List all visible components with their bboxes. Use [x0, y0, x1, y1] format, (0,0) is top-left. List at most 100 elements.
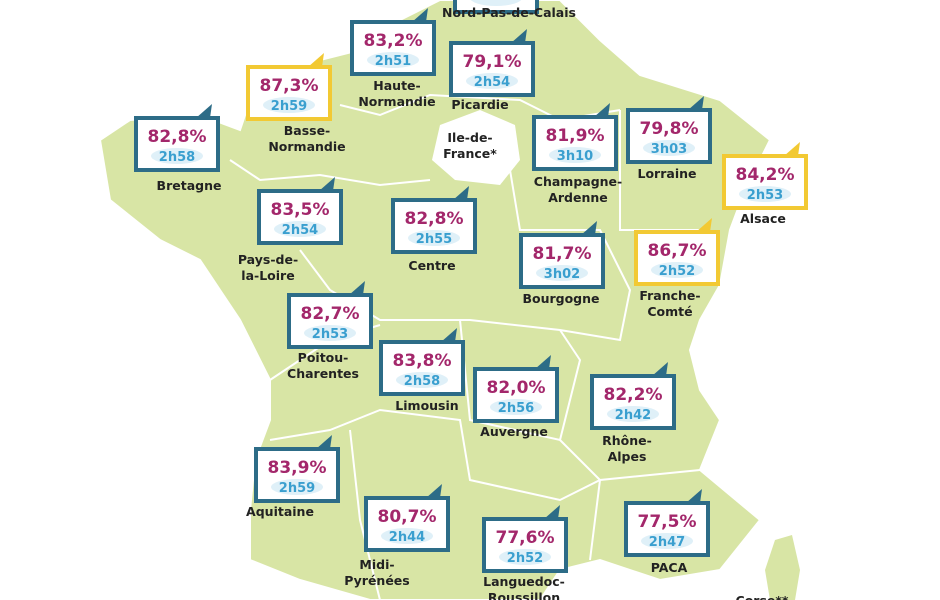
cloud: [271, 479, 323, 495]
region-name: PACA: [651, 560, 688, 575]
region-name: Centre: [408, 258, 455, 273]
cloud: [304, 325, 356, 341]
time: 2h51: [375, 54, 411, 69]
region: 79,1% 2h54 Picardie: [449, 29, 535, 112]
time: 2h52: [659, 264, 695, 279]
region-name: Comté: [647, 304, 692, 319]
region-name: Ile-de-: [447, 130, 492, 145]
time: 2h52: [507, 551, 543, 566]
region: 81,7% 3h02 Bourgogne: [519, 221, 605, 306]
region-name: France*: [443, 146, 497, 161]
region: 82,7% 2h53 Poitou-Charentes: [287, 281, 373, 381]
cloud: [536, 265, 588, 281]
percent: 81,9%: [546, 126, 605, 146]
region-name: Charentes: [287, 366, 359, 381]
time: 2h59: [271, 99, 307, 114]
cloud: [549, 147, 601, 163]
region: 87,3% 2h59 Basse-Normandie: [246, 53, 346, 154]
region: 86,7% 2h52 Franche-Comté: [634, 218, 720, 319]
tv-antenna: [412, 8, 428, 22]
time: 3h02: [544, 267, 580, 282]
cloud: [274, 221, 326, 237]
corsica-shape: [765, 535, 800, 600]
region-name: Aquitaine: [246, 504, 314, 519]
region-name: Nord-Pas-de-Calais: [442, 5, 576, 20]
region-name: Alpes: [608, 449, 647, 464]
tv-antenna: [511, 29, 527, 43]
percent: 83,9%: [268, 458, 327, 478]
percent: 82,2%: [604, 385, 663, 405]
region: Corse**: [736, 593, 789, 600]
tv-antenna: [696, 218, 712, 232]
tv-antenna: [316, 435, 332, 449]
region-name: Lorraine: [638, 166, 697, 181]
tv-antenna: [196, 104, 212, 118]
region: 83,8% 2h58 Limousin: [379, 328, 465, 413]
region-name: Normandie: [358, 94, 435, 109]
region: 79,8% 3h03 Lorraine: [626, 96, 712, 181]
region: 83,2% 2h51 Haute-Normandie: [350, 8, 436, 109]
region-name: Languedoc-: [483, 574, 565, 589]
region: 83,5% 2h54 Pays-de-la-Loire: [238, 177, 343, 283]
time: 2h56: [498, 401, 534, 416]
percent: 83,5%: [271, 200, 330, 220]
region-name: Auvergne: [480, 424, 548, 439]
time: 2h54: [474, 75, 510, 90]
percent: 83,2%: [364, 31, 423, 51]
tv-antenna: [581, 221, 597, 235]
tv-antenna: [544, 505, 560, 519]
percent: 79,1%: [463, 52, 522, 72]
region: Ile-de-France*: [443, 130, 497, 161]
region-name: la-Loire: [241, 268, 294, 283]
region-name: Picardie: [451, 97, 508, 112]
time: 2h55: [416, 232, 452, 247]
time: 2h58: [404, 374, 440, 389]
time: 2h59: [279, 481, 315, 496]
percent: 77,5%: [638, 512, 697, 532]
cloud: [470, 0, 522, 6]
region-name: Haute-: [373, 78, 420, 93]
region: Nord-Pas-de-Calais: [442, 0, 576, 20]
tv-antenna: [535, 355, 551, 369]
region-name: Midi-: [359, 557, 394, 572]
region-name: Normandie: [268, 139, 345, 154]
cloud: [466, 73, 518, 89]
percent: 83,8%: [393, 351, 452, 371]
percent: 81,7%: [533, 244, 592, 264]
tv-antenna: [594, 103, 610, 117]
time: 3h03: [651, 142, 687, 157]
tv-antenna: [784, 142, 800, 156]
region-name: Champagne-: [534, 174, 622, 189]
region: 80,7% 2h44 Midi-Pyrénées: [344, 484, 450, 588]
region: 82,8% 2h58 Bretagne: [134, 104, 222, 193]
cloud: [367, 52, 419, 68]
cloud: [643, 140, 695, 156]
region: 83,9% 2h59 Aquitaine: [246, 435, 340, 519]
region: 82,8% 2h55 Centre: [391, 186, 477, 273]
tv-frame: [590, 374, 676, 430]
cloud: [396, 372, 448, 388]
percent: 84,2%: [736, 165, 795, 185]
region-name: Franche-: [639, 288, 700, 303]
tv-antenna: [686, 489, 702, 503]
tv-antenna: [688, 96, 704, 110]
region-name: Pyrénées: [344, 573, 409, 588]
tv-antenna: [349, 281, 365, 295]
region-name: Ardenne: [548, 190, 608, 205]
percent: 87,3%: [260, 76, 319, 96]
percent: 82,8%: [148, 127, 207, 147]
region-name: Poitou-: [298, 350, 349, 365]
time: 2h53: [747, 188, 783, 203]
cloud: [739, 186, 791, 202]
region-name: Rhône-: [602, 433, 652, 448]
ile-de-france-shape: [432, 110, 520, 185]
region-name: Bretagne: [157, 178, 222, 193]
region-name: Alsace: [740, 211, 786, 226]
region-name: Bourgogne: [522, 291, 599, 306]
tv-antenna: [308, 53, 324, 67]
percent: 82,8%: [405, 209, 464, 229]
time: 2h44: [389, 530, 425, 545]
cloud: [408, 230, 460, 246]
region: 81,9% 3h10 Champagne-Ardenne: [532, 103, 622, 205]
